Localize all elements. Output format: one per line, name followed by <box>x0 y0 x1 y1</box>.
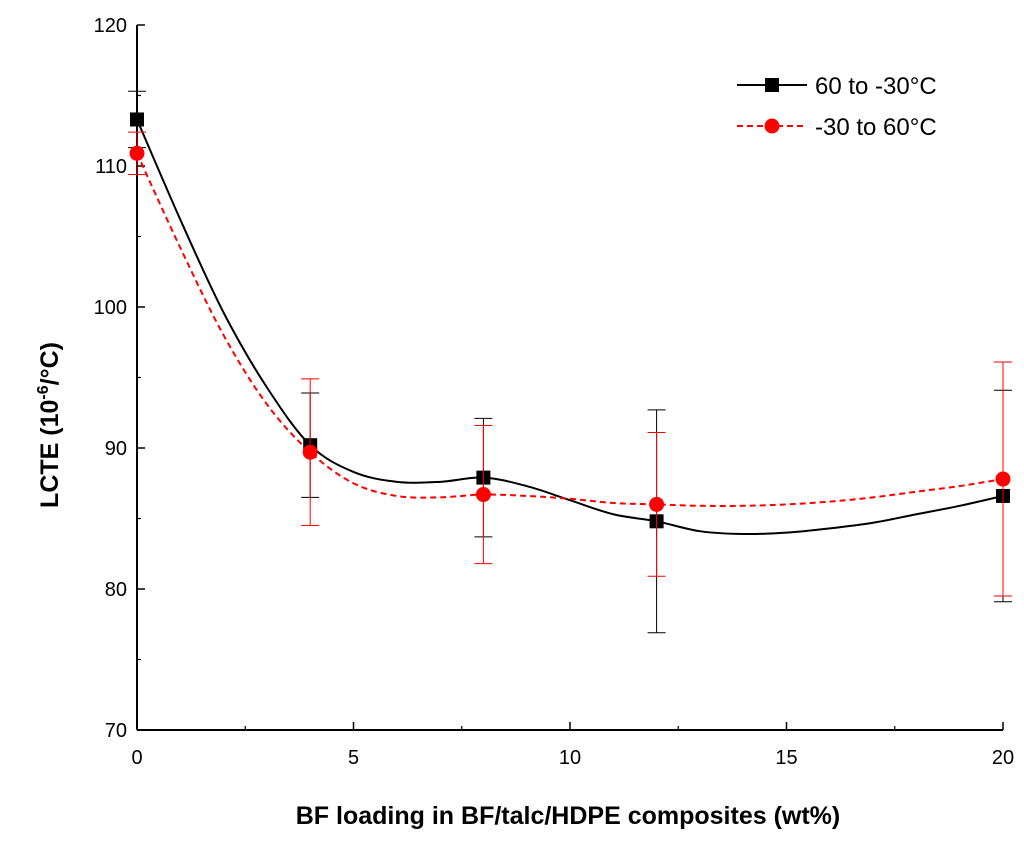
series-line <box>136 119 1004 536</box>
data-point-circle <box>302 444 318 460</box>
legend-label: -30 to 60°C <box>815 114 937 141</box>
legend-marker-square <box>765 78 779 92</box>
legend-entry-1: 60 to -30°C <box>737 73 937 100</box>
x-tick-label: 10 <box>559 747 581 769</box>
legend-marker-circle <box>764 118 780 134</box>
y-tick-label: 110 <box>95 156 127 178</box>
x-tick-label: 0 <box>131 747 142 769</box>
series-1 <box>128 90 1012 634</box>
x-tick-label: 5 <box>348 747 359 769</box>
legend-entry-2: -30 to 60°C <box>737 114 937 141</box>
y-axis-title-main: LCTE (10 <box>36 400 64 508</box>
x-tick-label: 20 <box>992 747 1014 769</box>
y-tick-label: 90 <box>105 438 127 460</box>
y-tick-label: 80 <box>105 579 127 601</box>
y-axis-title-superscript: -6 <box>35 385 52 399</box>
data-point-circle <box>995 471 1011 487</box>
plot-layer: 0 5 10 15 20 70 80 90 100 110 120 <box>94 15 1015 769</box>
data-point-circle <box>649 496 665 512</box>
y-tick-label: 120 <box>94 15 127 37</box>
data-point-circle <box>475 487 491 503</box>
y-tick-label: 70 <box>105 720 127 742</box>
legend: 60 to -30°C -30 to 60°C <box>737 73 937 141</box>
y-axis-title: LCTE (10-6/°C) <box>35 342 64 508</box>
series-line <box>136 152 1004 507</box>
data-point-circle <box>129 145 145 161</box>
y-axis-title-suffix: /°C) <box>36 342 64 385</box>
x-tick-label: 15 <box>775 747 797 769</box>
data-point-square <box>130 112 144 127</box>
x-axis-title: BF loading in BF/talc/HDPE composites (w… <box>296 802 840 830</box>
legend-label: 60 to -30°C <box>815 73 937 100</box>
y-tick-label: 100 <box>94 297 127 319</box>
series-2 <box>128 131 1012 597</box>
